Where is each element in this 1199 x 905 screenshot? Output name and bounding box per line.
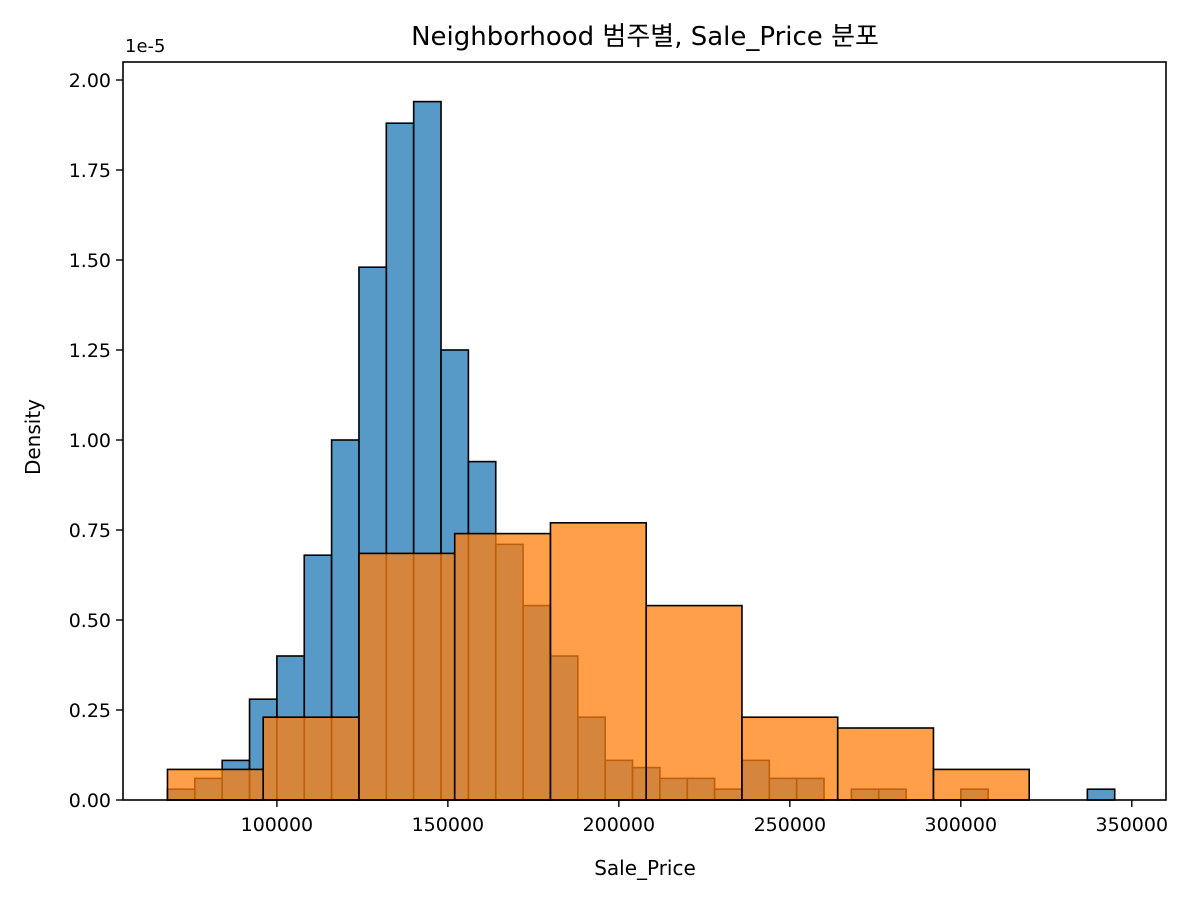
plot-frame (122, 61, 1167, 801)
x-axis-label: Sale_Price (594, 856, 696, 880)
x-tick-label: 100000 (241, 814, 314, 836)
x-tick-label: 300000 (925, 814, 998, 836)
histogram-bar-series-1-bin-4 (549, 521, 648, 801)
x-tick-label: 200000 (583, 814, 656, 836)
x-axis: 100000 150000 200000 250000 300000 350000 (241, 800, 1168, 836)
y-offset-label: 1e-5 (125, 36, 165, 57)
chart-title: Neighborhood 범주별, Sale_Price 분포 (411, 22, 879, 52)
y-tick-label: 1.50 (69, 250, 111, 272)
histogram-bar-series-1-bin-5 (645, 604, 743, 801)
histogram-bar-series-0-bin-25 (1086, 788, 1116, 801)
histogram-bar-series-1-bin-0 (166, 768, 265, 801)
y-tick-label: 1.25 (69, 340, 111, 362)
y-axis: 0.00 0.25 0.50 0.75 1.00 1.25 1.50 1.75 2.00 (69, 70, 123, 812)
histogram-bar-series-1-bin-3 (453, 532, 552, 801)
y-tick-label: 1.75 (69, 160, 111, 182)
histogram-bar-series-1-bin-7 (836, 727, 935, 801)
y-tick-label: 0.00 (69, 790, 111, 812)
x-tick-label: 150000 (412, 814, 485, 836)
histogram-bar-series-1-bin-6 (741, 716, 839, 801)
y-tick-label: 0.25 (69, 700, 111, 722)
y-tick-label: 2.00 (69, 70, 111, 92)
y-tick-label: 0.75 (69, 520, 111, 542)
y-tick-label: 0.50 (69, 610, 111, 632)
histogram-bar-series-1-bin-8 (932, 768, 1031, 801)
plot-area (122, 61, 1167, 801)
y-tick-label: 1.00 (69, 430, 111, 452)
x-tick-label: 250000 (754, 814, 827, 836)
histogram-bar-series-1-bin-1 (262, 716, 360, 801)
histogram-bar-series-1-bin-2 (358, 552, 456, 801)
x-tick-label: 350000 (1096, 814, 1169, 836)
y-axis-label: Density (21, 399, 45, 475)
